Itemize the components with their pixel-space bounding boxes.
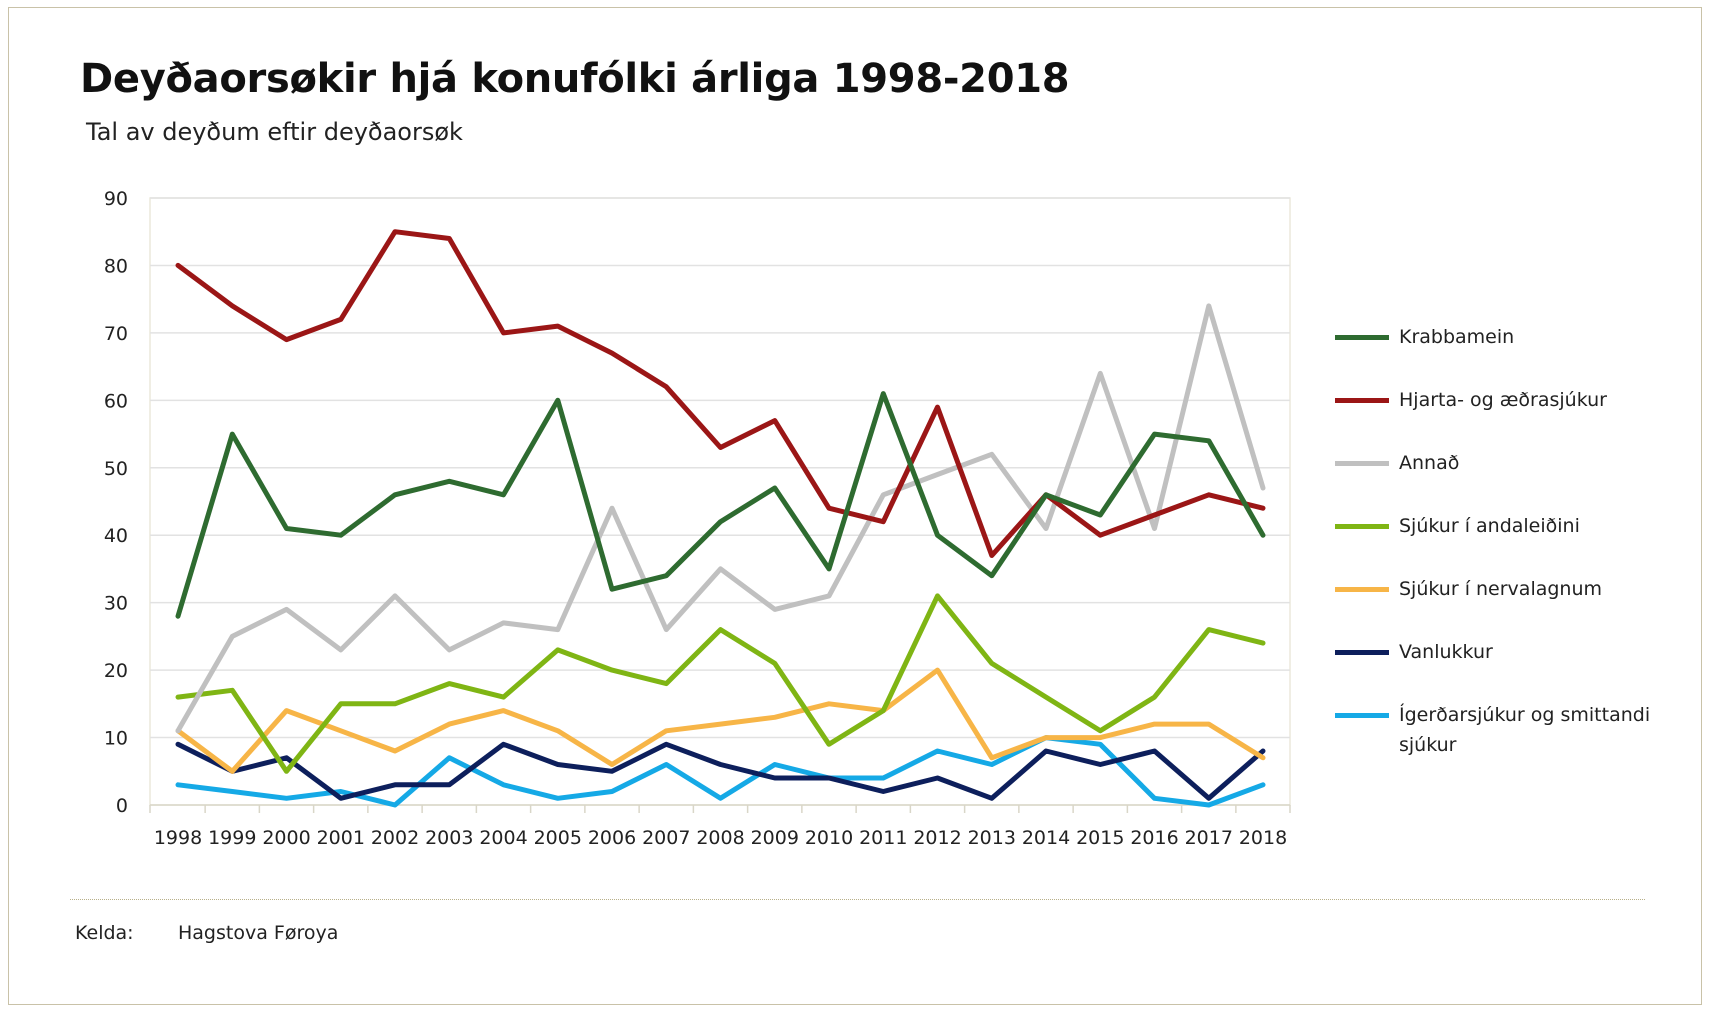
x-tick-label: 2009 xyxy=(751,827,799,849)
legend-item: Sjúkur í nervalagnum xyxy=(1335,574,1602,604)
x-tick-label: 2013 xyxy=(968,827,1016,849)
legend-swatch xyxy=(1335,650,1389,655)
series-line-1 xyxy=(175,391,1266,619)
footer-divider xyxy=(70,899,1645,900)
series-line-3 xyxy=(175,303,1266,734)
x-tick-label: 2003 xyxy=(425,827,473,849)
legend-label: Annað xyxy=(1399,452,1460,474)
plot-area xyxy=(149,197,1291,806)
x-tick-label: 2017 xyxy=(1185,827,1233,849)
chart-subtitle: Tal av deyðum eftir deyðaorsøk xyxy=(86,118,463,146)
legend-label: Sjúkur í nervalagnum xyxy=(1399,578,1603,600)
legend-swatch xyxy=(1335,398,1389,403)
y-tick-label: 40 xyxy=(104,525,128,547)
source-label: Kelda: xyxy=(75,922,134,944)
legend-item: Ígerðarsjúkur og smittandi sjúkur xyxy=(1335,700,1680,760)
x-tick-label: 2012 xyxy=(913,827,961,849)
legend-label: Ígerðarsjúkur og smittandi sjúkur xyxy=(1399,704,1651,756)
x-tick-label: 2008 xyxy=(696,827,744,849)
x-tick-label: 2001 xyxy=(317,827,365,849)
x-tick-label: 2014 xyxy=(1022,827,1070,849)
x-tick-label: 2002 xyxy=(371,827,419,849)
y-tick-label: 0 xyxy=(116,795,128,817)
series-line-2 xyxy=(175,229,1266,558)
x-tick-label: 1998 xyxy=(154,827,202,849)
legend-label: Sjúkur í andaleiðini xyxy=(1399,515,1580,537)
legend-swatch xyxy=(1335,524,1389,529)
chart-title: Deyðaorsøkir hjá konufólki árliga 1998-2… xyxy=(80,56,1070,102)
y-tick-label: 20 xyxy=(104,660,128,682)
legend-label: Hjarta- og æðrasjúkur xyxy=(1399,389,1607,411)
x-tick-label: 2016 xyxy=(1130,827,1178,849)
legend-swatch xyxy=(1335,587,1389,592)
legend-label: Krabbamein xyxy=(1399,326,1515,348)
x-tick-label: 2011 xyxy=(859,827,907,849)
y-tick-label: 80 xyxy=(104,255,128,277)
x-tick-label: 2006 xyxy=(588,827,636,849)
x-tick-label: 2018 xyxy=(1239,827,1287,849)
legend-item: Vanlukkur xyxy=(1335,637,1493,667)
legend-item: Krabbamein xyxy=(1335,322,1514,352)
chart-frame xyxy=(8,7,1702,1005)
legend-item: Annað xyxy=(1335,448,1459,478)
series-line-4 xyxy=(175,593,1266,774)
legend-item: Sjúkur í andaleiðini xyxy=(1335,511,1580,541)
y-tick-label: 10 xyxy=(104,728,128,750)
legend-label: Vanlukkur xyxy=(1399,641,1493,663)
x-tick-label: 2010 xyxy=(805,827,853,849)
x-tick-label: 2007 xyxy=(642,827,690,849)
series-line-6 xyxy=(175,741,1266,801)
series-line-7 xyxy=(175,735,1266,808)
source-value: Hagstova Føroya xyxy=(178,922,339,944)
legend-swatch xyxy=(1335,335,1389,340)
x-tick-label: 1999 xyxy=(208,827,256,849)
x-tick-label: 2005 xyxy=(534,827,582,849)
x-tick-label: 2004 xyxy=(479,827,527,849)
legend-swatch xyxy=(1335,713,1389,718)
legend-item: Hjarta- og æðrasjúkur xyxy=(1335,385,1607,415)
y-tick-label: 60 xyxy=(104,390,128,412)
series-line-5 xyxy=(175,667,1266,774)
x-tick-label: 2000 xyxy=(262,827,310,849)
y-tick-label: 90 xyxy=(104,188,128,210)
y-tick-label: 50 xyxy=(104,458,128,480)
legend-swatch xyxy=(1335,461,1389,466)
y-tick-label: 30 xyxy=(104,593,128,615)
y-tick-label: 70 xyxy=(104,323,128,345)
x-tick-label: 2015 xyxy=(1076,827,1124,849)
